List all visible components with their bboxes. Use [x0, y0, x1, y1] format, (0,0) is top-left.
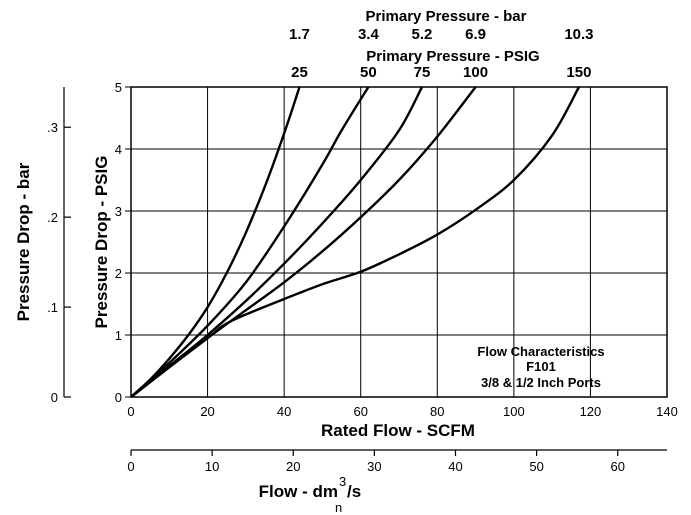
secondary-x-tick-label-50: 50 — [529, 459, 543, 474]
y-tick-label-2: 2 — [115, 266, 122, 281]
secondary-x-axis-title-tail: /s — [347, 482, 361, 501]
y-tick-label-4: 4 — [115, 142, 122, 157]
y-tick-label-3: 3 — [115, 204, 122, 219]
top-psig-tick-label-3: 100 — [463, 64, 488, 81]
secondary-y-axis: 0 .1 .2 .3 — [47, 87, 71, 405]
secondary-y-tick-label-.2: .2 — [47, 210, 58, 225]
secondary-y-tick-label-0: 0 — [51, 390, 58, 405]
top-axis-bar-title: Primary Pressure - bar — [366, 8, 527, 25]
secondary-y-tick-label-.3: .3 — [47, 120, 58, 135]
x-tick-label-40: 40 — [277, 404, 291, 419]
secondary-x-tick-label-10: 10 — [205, 459, 219, 474]
top-bar-tick-label-0: 1.7 — [289, 26, 310, 43]
tick-labels: 0 20 40 60 80 100 120 140 0 1 2 3 4 5 — [115, 80, 678, 419]
x-tick-label-120: 120 — [580, 404, 602, 419]
secondary-x-axis: 0 10 20 30 40 50 60 — [127, 449, 667, 474]
x-axis-title: Rated Flow - SCFM — [321, 421, 475, 440]
series-line-75-psig — [130, 86, 424, 398]
chart-title: Flow Characteristics — [477, 344, 604, 359]
secondary-y-axis-title: Pressure Drop - bar — [14, 162, 33, 321]
secondary-x-axis-title-superscript: 3 — [339, 474, 346, 489]
chart-subtitle-ports: 3/8 & 1/2 Inch Ports — [481, 375, 601, 390]
x-tick-label-100: 100 — [503, 404, 525, 419]
secondary-x-axis-title: Flow - dm — [259, 482, 338, 501]
top-bar-tick-label-2: 5.2 — [412, 26, 433, 43]
top-psig-tick-label-4: 150 — [566, 64, 591, 81]
x-tick-label-60: 60 — [353, 404, 367, 419]
top-bar-tick-label-1: 3.4 — [358, 26, 380, 43]
x-tick-label-80: 80 — [430, 404, 444, 419]
x-tick-label-140: 140 — [656, 404, 678, 419]
secondary-y-tick-label-.1: .1 — [47, 300, 58, 315]
series-line-150-psig — [130, 86, 580, 398]
y-tick-label-1: 1 — [115, 328, 122, 343]
top-bar-tick-label-3: 6.9 — [465, 26, 486, 43]
x-tick-label-0: 0 — [127, 404, 134, 419]
top-axis-psig-title: Primary Pressure - PSIG — [366, 48, 539, 65]
x-tick-label-20: 20 — [200, 404, 214, 419]
top-psig-tick-label-1: 50 — [360, 64, 377, 81]
top-axis-psig-ticks: 25 50 75 100 150 — [291, 64, 591, 81]
series-line-50-psig — [130, 86, 370, 398]
secondary-x-tick-label-60: 60 — [611, 459, 625, 474]
series-group — [130, 86, 580, 398]
plot-frame — [130, 86, 668, 398]
top-psig-tick-label-0: 25 — [291, 64, 308, 81]
secondary-x-tick-label-0: 0 — [127, 459, 134, 474]
secondary-x-axis-title-subscript: n — [335, 500, 342, 515]
secondary-x-tick-label-20: 20 — [286, 459, 300, 474]
secondary-x-tick-label-40: 40 — [448, 459, 462, 474]
top-bar-tick-label-4: 10.3 — [564, 26, 593, 43]
top-psig-tick-label-2: 75 — [414, 64, 431, 81]
secondary-x-tick-label-30: 30 — [367, 459, 381, 474]
chart-subtitle-model: F101 — [526, 359, 556, 374]
top-axis-bar-ticks: 1.7 3.4 5.2 6.9 10.3 — [289, 26, 594, 43]
series-line-25-psig — [130, 86, 301, 398]
y-axis-title: Pressure Drop - PSIG — [92, 156, 111, 329]
y-tick-label-0: 0 — [115, 390, 122, 405]
grid-lines — [131, 87, 667, 397]
y-tick-label-5: 5 — [115, 80, 122, 95]
